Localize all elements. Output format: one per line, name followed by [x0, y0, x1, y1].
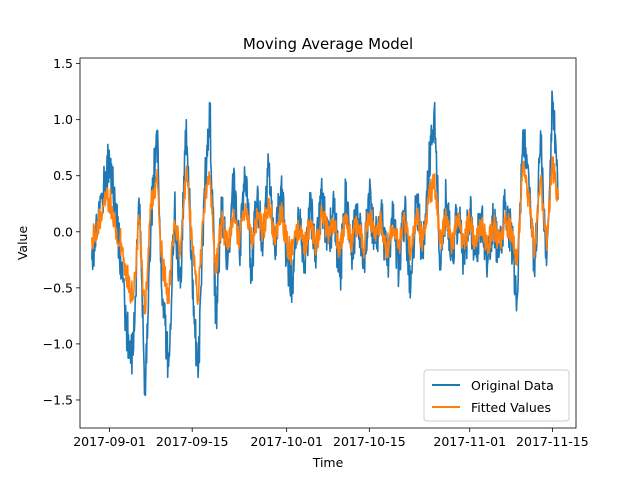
- y-tick-label: 0.0: [53, 224, 73, 239]
- legend-label-original-data: Original Data: [471, 378, 554, 393]
- y-tick-label: −1.0: [43, 336, 73, 351]
- y-tick-label: −0.5: [43, 280, 73, 295]
- legend-label-fitted-values: Fitted Values: [471, 400, 551, 415]
- y-axis-title: Value: [15, 226, 30, 261]
- x-tick-label: 2017-10-01: [250, 434, 323, 449]
- y-tick-label: 1.5: [53, 56, 73, 71]
- plot-frame: [79, 57, 577, 429]
- y-tick-label: 0.5: [53, 168, 73, 183]
- y-axis: −1.5 −1.0 −0.5 0.0 0.5 1.0 1.5: [43, 56, 80, 407]
- x-tick-label: 2017-10-15: [333, 434, 406, 449]
- x-tick-label: 2017-09-15: [156, 434, 229, 449]
- y-tick-label: 1.0: [53, 112, 73, 127]
- legend: Original Data Fitted Values: [423, 369, 570, 422]
- x-axis: 2017-09-01 2017-09-15 2017-10-01 2017-10-15…: [73, 428, 589, 449]
- legend-box: [423, 369, 570, 422]
- series-layer: [91, 90, 560, 397]
- plot-area: [79, 57, 577, 429]
- x-tick-label: 2017-11-15: [516, 434, 589, 449]
- x-axis-title: Time: [312, 455, 344, 470]
- x-tick-label: 2017-09-01: [73, 434, 146, 449]
- x-tick-label: 2017-11-01: [433, 434, 506, 449]
- y-tick-label: −1.5: [43, 392, 73, 407]
- chart-title: Moving Average Model: [243, 35, 413, 53]
- series-line-fitted-values: [91, 156, 560, 315]
